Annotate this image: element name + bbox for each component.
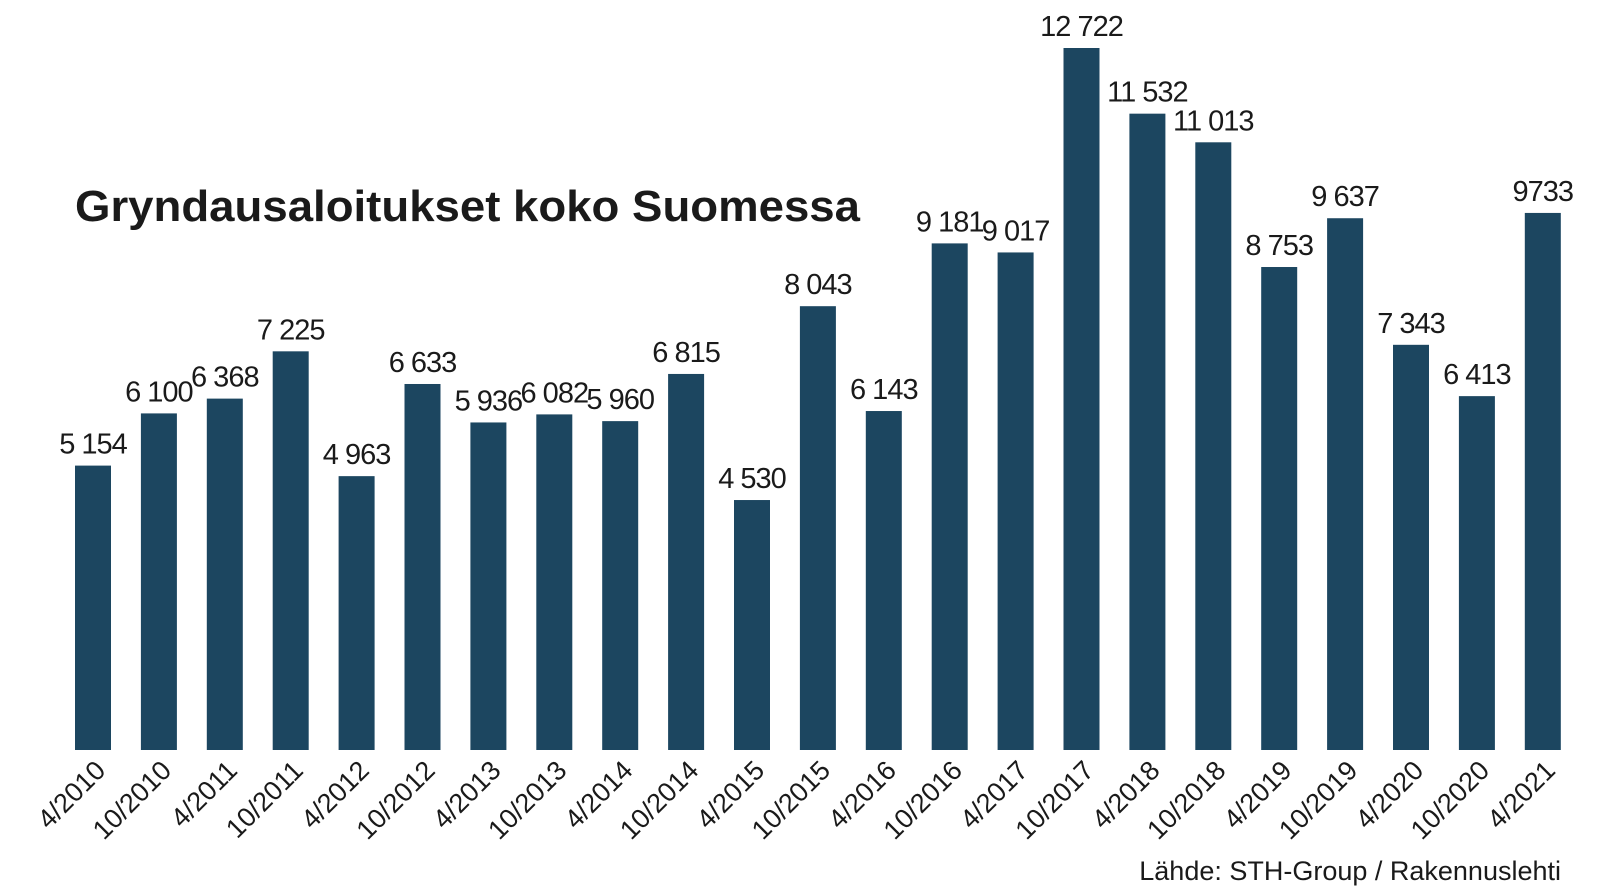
bar [470, 422, 507, 750]
bar [272, 351, 309, 750]
value-label: 6 633 [389, 347, 457, 379]
source-note: Lähde: STH-Group / Rakennuslehti [1139, 856, 1561, 886]
bar [1458, 396, 1495, 750]
bar [997, 252, 1034, 751]
bar [602, 421, 639, 750]
chart-title: Gryndausaloitukset koko Suomessa [75, 182, 861, 231]
value-label: 11 013 [1173, 105, 1254, 137]
bar [668, 373, 705, 750]
value-label: 5 960 [586, 384, 654, 416]
value-label: 6 100 [125, 376, 193, 408]
value-label: 8 753 [1245, 230, 1313, 262]
value-label: 5 936 [455, 385, 523, 417]
value-label: 6 082 [521, 377, 589, 409]
value-label: 6 143 [850, 374, 918, 406]
value-label: 7 225 [257, 314, 325, 346]
bar [1063, 48, 1100, 750]
value-label: 11 532 [1107, 77, 1188, 109]
value-label: 6 413 [1443, 359, 1511, 391]
bar [1129, 113, 1166, 751]
x-tick-label: 4/2021 [1481, 755, 1561, 835]
bar [404, 383, 441, 750]
value-label: 5 154 [59, 429, 127, 461]
bar [1524, 212, 1561, 750]
bar [140, 413, 177, 750]
value-label: 4 530 [718, 463, 786, 495]
bar [1195, 142, 1232, 751]
bar [865, 411, 902, 750]
value-label: 9 181 [916, 206, 984, 238]
value-label: 12 722 [1040, 11, 1123, 43]
bar [1261, 267, 1298, 750]
value-label: 7 343 [1377, 308, 1445, 340]
value-label: 9 017 [982, 215, 1050, 247]
bar [734, 500, 770, 750]
bar [536, 414, 573, 750]
bar [1327, 218, 1364, 750]
bar [338, 476, 375, 750]
value-label: 6 815 [652, 337, 720, 369]
bar [931, 243, 968, 750]
value-label: 9 637 [1311, 181, 1379, 213]
value-label: 8 043 [784, 269, 852, 301]
value-label: 4 963 [323, 439, 391, 471]
bar [75, 465, 111, 750]
value-label: 6 368 [191, 362, 259, 394]
bar [799, 306, 836, 750]
value-label: 9733 [1513, 176, 1574, 208]
bar [206, 398, 243, 750]
bar [1393, 344, 1429, 750]
